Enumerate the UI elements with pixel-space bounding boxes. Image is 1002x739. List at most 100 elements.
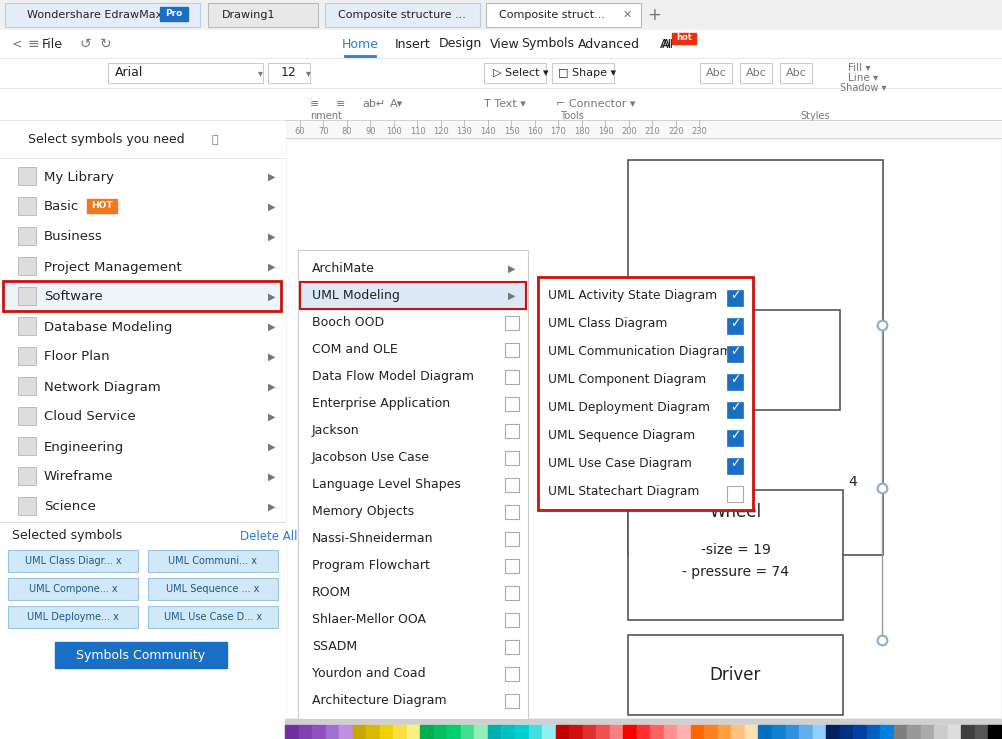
Bar: [740, 63, 772, 83]
Text: Software: Software: [44, 290, 103, 304]
Bar: [988, 725, 1002, 739]
Text: Basic: Basic: [44, 200, 79, 214]
Bar: [300, 282, 526, 309]
Text: ▶: ▶: [269, 472, 276, 482]
Bar: [663, 725, 677, 739]
Text: AI: AI: [662, 38, 674, 50]
Text: Cloud Service: Cloud Service: [44, 410, 135, 423]
Text: SSADM: SSADM: [312, 640, 357, 653]
Text: My Library: My Library: [44, 171, 114, 183]
Bar: [380, 725, 394, 739]
Text: 170: 170: [550, 126, 566, 135]
Bar: [505, 532, 519, 546]
Bar: [326, 725, 340, 739]
Text: Floor Plan: Floor Plan: [44, 350, 109, 364]
Bar: [948, 725, 962, 739]
Text: -size = 19: -size = 19: [700, 543, 771, 557]
Text: UML Statechart Diagram: UML Statechart Diagram: [548, 486, 699, 499]
Bar: [538, 277, 753, 510]
Text: AI: AI: [660, 38, 672, 50]
Bar: [0, 0, 1002, 30]
Text: 130: 130: [457, 126, 472, 135]
Bar: [18, 497, 36, 515]
Bar: [434, 725, 448, 739]
Bar: [609, 725, 623, 739]
Bar: [727, 318, 743, 334]
Bar: [268, 63, 310, 83]
Text: 12: 12: [282, 67, 297, 80]
Text: COM and OLE: COM and OLE: [312, 343, 398, 356]
Text: □ Shape ▾: □ Shape ▾: [558, 68, 616, 78]
Bar: [488, 725, 502, 739]
Bar: [727, 430, 743, 446]
Text: ≡: ≡: [310, 99, 320, 109]
Text: Program Flowchart: Program Flowchart: [312, 559, 430, 572]
Text: Memory Objects: Memory Objects: [312, 505, 414, 518]
Bar: [672, 33, 696, 44]
Text: Home: Home: [342, 38, 379, 50]
Text: Yourdon and Coad: Yourdon and Coad: [312, 667, 426, 680]
Text: Engineering: Engineering: [44, 440, 124, 454]
Text: 140: 140: [480, 126, 496, 135]
Text: ROOM: ROOM: [312, 586, 352, 599]
Text: Selected symbols: Selected symbols: [12, 530, 122, 542]
Bar: [515, 725, 529, 739]
Text: UML Communi... x: UML Communi... x: [168, 556, 258, 566]
Text: ▶: ▶: [269, 172, 276, 182]
Bar: [0, 524, 285, 724]
Text: 4: 4: [848, 475, 857, 489]
Text: UML Activity State Diagram: UML Activity State Diagram: [548, 290, 717, 302]
Text: Nassi-Shneiderman: Nassi-Shneiderman: [312, 532, 434, 545]
Text: ▶: ▶: [269, 292, 276, 302]
Text: ↺: ↺: [80, 37, 91, 51]
Text: UML Compone... x: UML Compone... x: [29, 584, 117, 594]
Bar: [325, 3, 480, 27]
Bar: [420, 725, 434, 739]
Text: ▶: ▶: [269, 352, 276, 362]
Bar: [3, 281, 281, 311]
Bar: [55, 642, 227, 668]
Bar: [528, 725, 542, 739]
Text: ✓: ✓: [729, 290, 740, 302]
Bar: [628, 490, 843, 620]
Bar: [18, 197, 36, 215]
Bar: [18, 287, 36, 305]
Text: Language Level Shapes: Language Level Shapes: [312, 478, 461, 491]
Text: Abc: Abc: [786, 68, 807, 78]
Text: Abc: Abc: [705, 68, 726, 78]
Text: UML Modeling: UML Modeling: [312, 289, 400, 302]
Text: ⓘ: ⓘ: [212, 135, 218, 145]
Text: UML Class Diagram: UML Class Diagram: [548, 318, 667, 330]
Text: ✓: ✓: [729, 429, 740, 443]
Bar: [0, 58, 1002, 88]
Bar: [505, 586, 519, 600]
Bar: [921, 725, 935, 739]
Bar: [727, 458, 743, 474]
Bar: [975, 725, 989, 739]
Text: Design: Design: [438, 38, 482, 50]
Text: HOT: HOT: [91, 202, 113, 211]
Bar: [18, 257, 36, 275]
Bar: [148, 578, 278, 600]
Text: Advanced: Advanced: [578, 38, 640, 50]
Bar: [780, 63, 812, 83]
Bar: [8, 550, 138, 572]
Bar: [505, 694, 519, 708]
Bar: [731, 725, 745, 739]
Text: Composite structure ...: Composite structure ...: [338, 10, 466, 20]
Text: 160: 160: [527, 126, 543, 135]
Text: Wondershare EdrawMax: Wondershare EdrawMax: [27, 10, 162, 20]
Bar: [287, 140, 1000, 717]
Bar: [18, 227, 36, 245]
Bar: [727, 290, 743, 306]
Bar: [552, 63, 614, 83]
Text: UML Sequence ... x: UML Sequence ... x: [166, 584, 260, 594]
Text: 110: 110: [410, 126, 426, 135]
Text: Fill ▾: Fill ▾: [848, 63, 871, 73]
Bar: [961, 725, 975, 739]
Bar: [636, 725, 650, 739]
Bar: [867, 725, 881, 739]
Text: Shadow ▾: Shadow ▾: [840, 83, 887, 93]
Bar: [690, 725, 704, 739]
Text: Drawing1: Drawing1: [222, 10, 276, 20]
